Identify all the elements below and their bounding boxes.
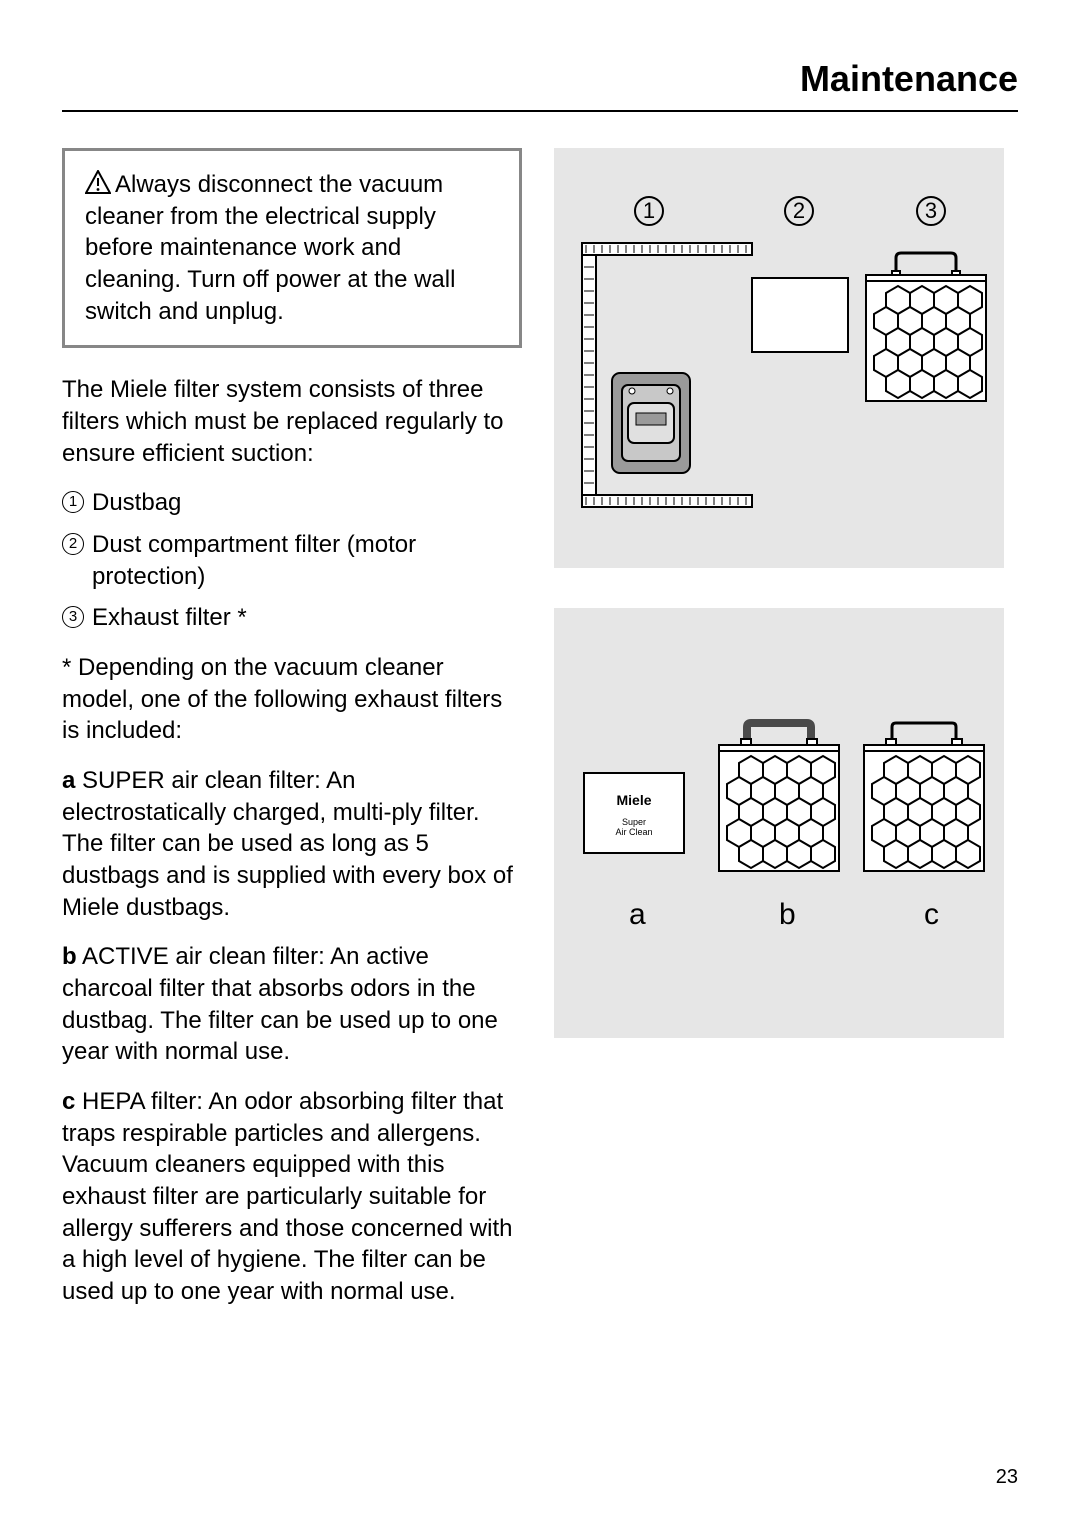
figure-2-svg: Miele Super Air Clean xyxy=(554,608,1004,1038)
list-item: 3 Exhaust filter * xyxy=(62,602,522,634)
page-number: 23 xyxy=(996,1466,1018,1489)
filter-list: 1 Dustbag 2 Dust compartment filter (mot… xyxy=(62,487,522,634)
super-line2: Air Clean xyxy=(615,827,652,837)
figure-2-label-b: b xyxy=(779,898,796,932)
footnote-text: * Depending on the vacuum cleaner model,… xyxy=(62,652,522,747)
list-item: 1 Dustbag xyxy=(62,487,522,519)
figure-2-label-a: a xyxy=(629,898,646,932)
figure-2: Miele Super Air Clean xyxy=(554,608,1004,1038)
list-item-text: Exhaust filter * xyxy=(92,602,522,634)
figure-1-label-2: 2 xyxy=(784,196,814,226)
filter-b-label: b xyxy=(62,943,77,970)
page-title: Maintenance xyxy=(62,58,1018,100)
filter-c-desc: An odor absorbing filter that traps resp… xyxy=(62,1088,512,1305)
filter-a-paragraph: a SUPER air clean filter: An electrostat… xyxy=(62,765,522,923)
figure-1-label-3: 3 xyxy=(916,196,946,226)
warning-box: Always disconnect the vacuum cleaner fro… xyxy=(62,148,522,348)
figure-1-label-1: 1 xyxy=(634,196,664,226)
list-number-icon: 3 xyxy=(62,606,84,628)
filter-b-name: ACTIVE air clean filter: xyxy=(82,943,325,970)
filter-a-label: a xyxy=(62,767,75,794)
list-number-icon: 2 xyxy=(62,533,84,555)
filter-c-paragraph: c HEPA filter: An odor absorbing filter … xyxy=(62,1086,522,1308)
miele-brand-text: Miele xyxy=(616,792,651,808)
figure-1: 1 2 3 xyxy=(554,148,1004,568)
page-header: Maintenance xyxy=(62,58,1018,112)
warning-text: Always disconnect the vacuum cleaner fro… xyxy=(85,171,455,325)
list-item: 2 Dust compartment filter (motor protect… xyxy=(62,529,522,592)
warning-icon xyxy=(85,170,111,194)
list-item-text: Dust compartment filter (motor protectio… xyxy=(92,529,522,592)
list-item-text: Dustbag xyxy=(92,487,522,519)
filter-b-paragraph: b ACTIVE air clean filter: An active cha… xyxy=(62,941,522,1068)
left-column: Always disconnect the vacuum cleaner fro… xyxy=(62,148,522,1326)
intro-text: The Miele filter system consists of thre… xyxy=(62,374,522,469)
list-number-icon: 1 xyxy=(62,491,84,513)
right-column: 1 2 3 xyxy=(554,148,1004,1326)
filter-c-name: HEPA filter: xyxy=(82,1088,203,1115)
figure-2-label-c: c xyxy=(924,898,939,932)
filter-c-label: c xyxy=(62,1088,75,1115)
super-line1: Super xyxy=(622,817,646,827)
filter-a-name: SUPER air clean filter: xyxy=(82,767,321,794)
